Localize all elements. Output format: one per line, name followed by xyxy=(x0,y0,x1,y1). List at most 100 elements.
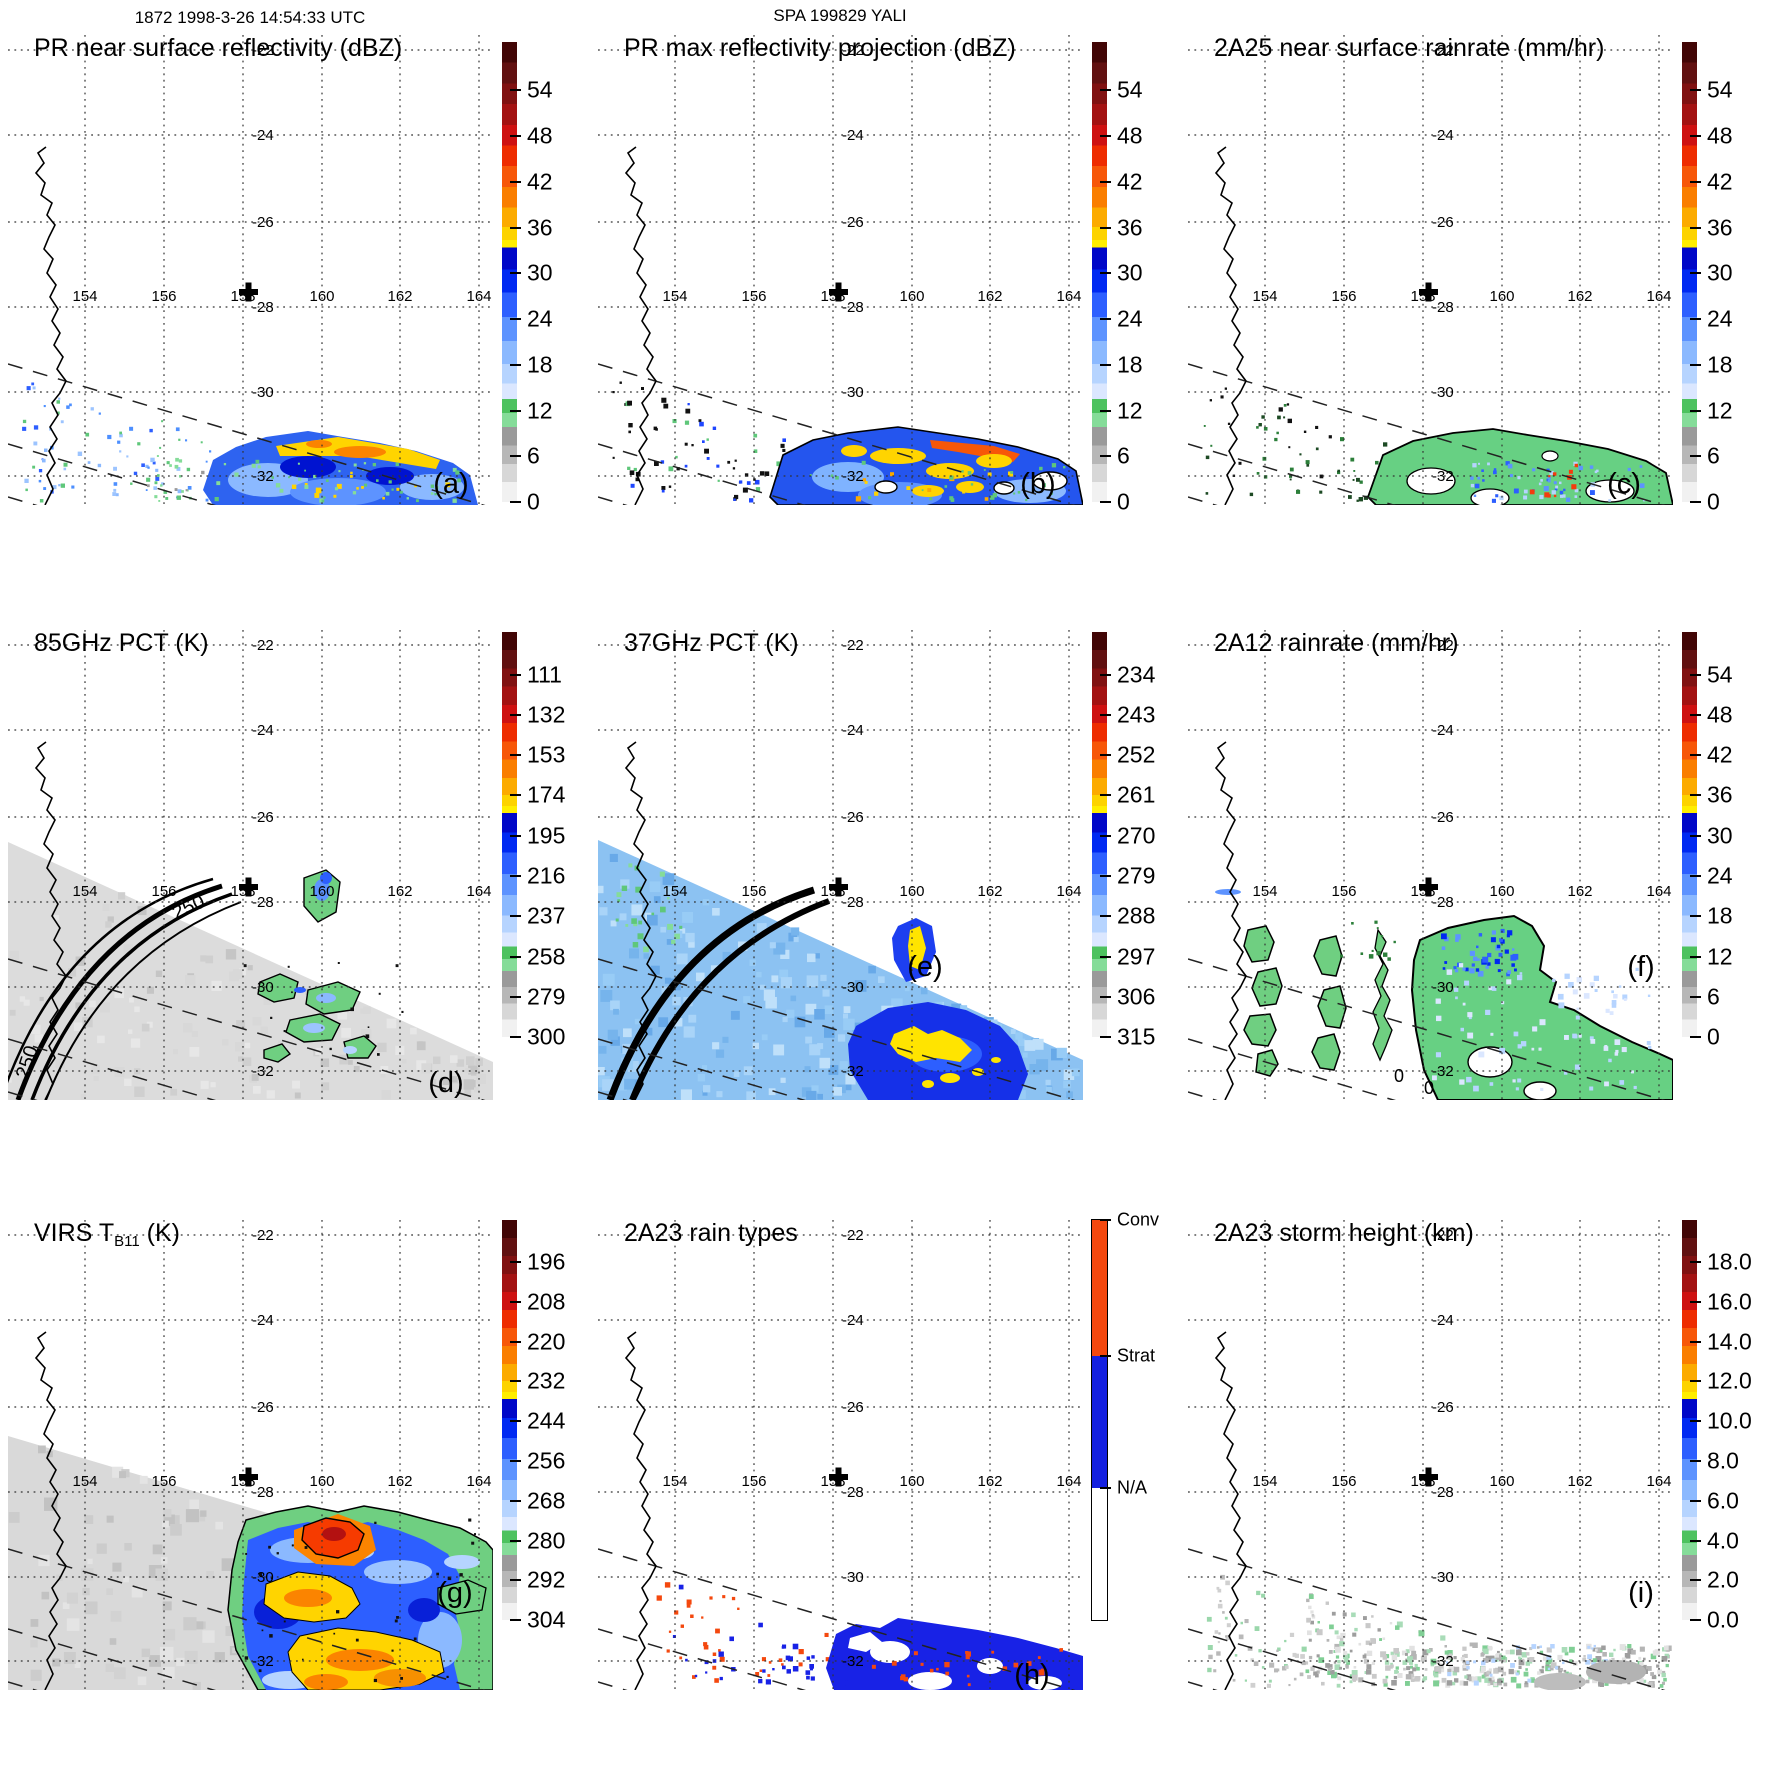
data-region xyxy=(1313,935,1343,977)
data-speck xyxy=(1507,930,1513,936)
lat-label: -28 xyxy=(842,299,864,316)
lon-label: 154 xyxy=(1252,288,1277,305)
panel-e: 154 156 158 160 162 164 -22 -24 -26 -28 -30 -32 (e) 3… xyxy=(598,630,1181,1100)
colorbar-tick xyxy=(1690,875,1701,877)
data-speck xyxy=(1411,1650,1417,1656)
data-speck xyxy=(112,1562,122,1572)
data-speck xyxy=(854,980,867,992)
data-speck xyxy=(987,472,992,477)
colorbar-tick-label: 18 xyxy=(1117,351,1143,378)
data-speck xyxy=(1224,1616,1228,1620)
colorbar-tick xyxy=(1690,1539,1701,1542)
data-speck xyxy=(1026,1661,1032,1666)
colorbar-tick-label: 48 xyxy=(1117,122,1143,149)
colorbar-tick xyxy=(510,1579,521,1582)
data-speck xyxy=(119,433,123,438)
data-speck xyxy=(170,1088,178,1096)
data-speck xyxy=(1554,1666,1559,1670)
data-speck xyxy=(1589,1036,1594,1041)
data-speck xyxy=(1258,1649,1262,1653)
data-speck xyxy=(323,496,326,499)
swath-edge-line xyxy=(8,363,486,505)
data-speck xyxy=(1269,1662,1275,1668)
data-speck xyxy=(1452,1671,1458,1676)
data-patch xyxy=(1028,1676,1062,1690)
colorbar-tick-label: 0 xyxy=(1117,488,1130,515)
colorbar-tick-label: 14.0 xyxy=(1707,1328,1752,1355)
data-speck xyxy=(634,1018,641,1025)
data-patch xyxy=(280,456,336,478)
data-speck xyxy=(773,942,786,955)
data-speck xyxy=(129,997,134,1003)
data-patch xyxy=(343,1046,357,1054)
data-speck xyxy=(162,1601,172,1611)
colorbar-tick xyxy=(1690,409,1701,412)
data-speck xyxy=(105,1663,114,1672)
data-speck xyxy=(1485,965,1489,969)
data-speck xyxy=(1525,1661,1530,1666)
data-speck xyxy=(353,463,357,467)
panel-title-b: PR max reflectivity projection (dBZ) xyxy=(624,35,1016,70)
data-speck xyxy=(890,472,894,477)
colorbar-tick xyxy=(1690,1420,1701,1423)
data-speck xyxy=(1328,1650,1333,1654)
lat-label: -32 xyxy=(1432,1653,1454,1670)
colorbar-tick xyxy=(1690,1300,1701,1303)
data-speck xyxy=(145,489,148,491)
data-speck xyxy=(1410,1673,1415,1678)
data-speck xyxy=(1463,1662,1469,1669)
data-speck xyxy=(765,1679,771,1685)
colorbar-tick-label: 304 xyxy=(527,1606,566,1633)
data-speck xyxy=(1458,963,1464,968)
data-speck xyxy=(732,467,736,470)
data-speck xyxy=(692,1675,696,1679)
data-speck xyxy=(1247,1646,1253,1651)
data-speck xyxy=(712,1652,717,1656)
data-speck xyxy=(1485,1655,1491,1661)
data-speck xyxy=(1313,1671,1318,1676)
data-speck xyxy=(1519,972,1523,975)
data-speck xyxy=(165,497,169,500)
map-g: 154 156 158 160 162 164 -22 -24 -26 -28 -30 -32 (g) V… xyxy=(8,1220,493,1690)
data-speck xyxy=(222,1039,229,1046)
data-speck xyxy=(762,1669,766,1673)
data-speck xyxy=(90,407,94,411)
data-speck xyxy=(191,1031,198,1037)
data-speck xyxy=(1304,1661,1309,1665)
colorbar-tick xyxy=(1100,501,1111,503)
data-speck xyxy=(1571,484,1577,490)
data-speck xyxy=(270,1016,273,1019)
lat-label: -22 xyxy=(842,637,864,654)
data-speck xyxy=(1343,1651,1348,1656)
coastline xyxy=(1214,146,1247,505)
colorbar-tick xyxy=(510,318,521,321)
data-speck xyxy=(1351,1674,1358,1681)
data-speck xyxy=(1499,1047,1506,1054)
data-speck xyxy=(694,1674,698,1678)
colorbar-category-label: Strat xyxy=(1117,1345,1156,1366)
data-speck xyxy=(1316,1629,1323,1636)
data-speck xyxy=(294,1092,301,1099)
data-speck xyxy=(828,1670,833,1675)
data-speck xyxy=(623,1028,632,1038)
data-speck xyxy=(1429,1648,1433,1652)
data-speck xyxy=(1532,1026,1538,1032)
data-speck xyxy=(1412,1667,1417,1672)
lon-label: 164 xyxy=(466,288,491,305)
data-speck xyxy=(845,1084,852,1091)
data-speck xyxy=(1469,968,1475,974)
data-speck xyxy=(400,1677,403,1680)
data-patch xyxy=(320,872,332,884)
swath-edge-line xyxy=(1188,443,1397,505)
data-speck xyxy=(904,986,910,992)
data-speck xyxy=(1435,998,1441,1004)
data-speck xyxy=(1466,1076,1472,1083)
data-speck xyxy=(378,992,381,995)
data-speck xyxy=(649,881,661,893)
data-speck xyxy=(1339,1637,1344,1641)
data-speck xyxy=(200,955,207,962)
data-speck xyxy=(1596,1647,1603,1654)
data-speck xyxy=(1487,1679,1492,1684)
colorbar-tick-label: 4.0 xyxy=(1707,1527,1739,1554)
data-speck xyxy=(1627,1648,1634,1655)
